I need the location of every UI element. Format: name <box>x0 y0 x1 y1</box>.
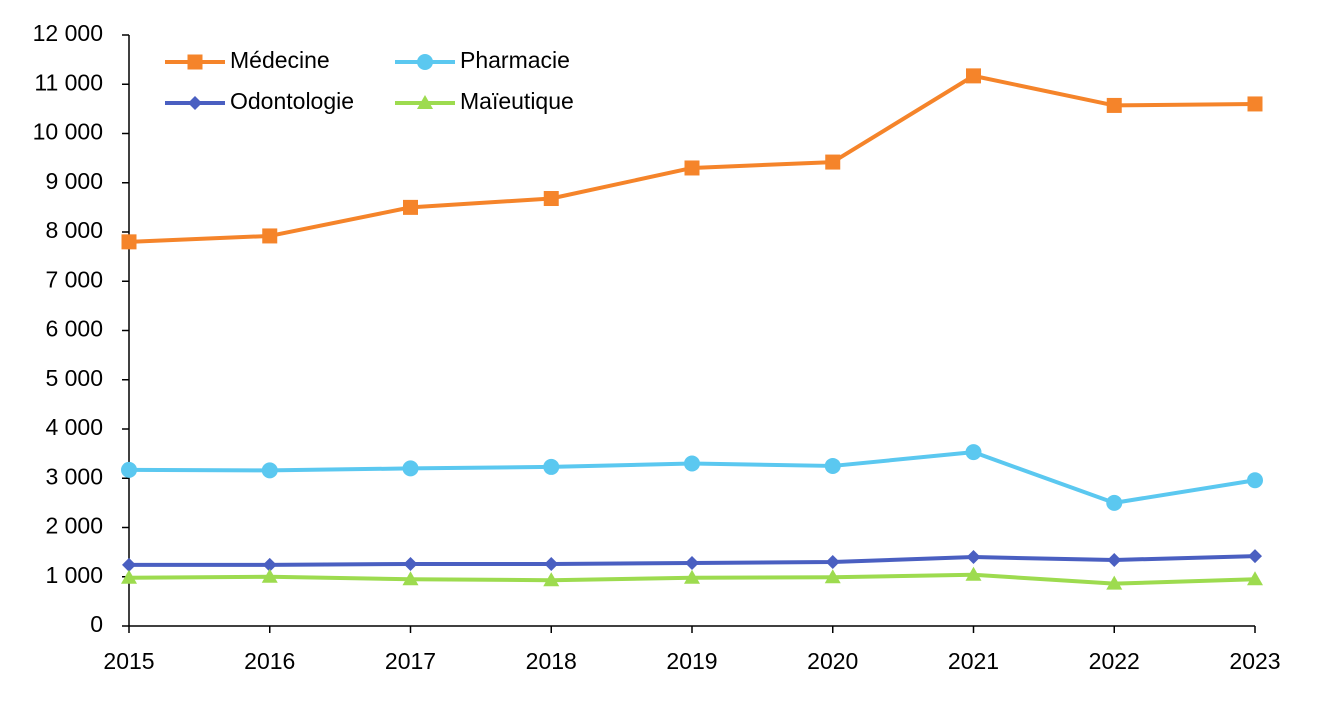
y-tick-label: 0 <box>90 611 103 637</box>
data-point <box>1107 553 1122 568</box>
data-point <box>1247 571 1263 586</box>
data-point <box>403 199 418 215</box>
x-tick-label: 2023 <box>1229 648 1280 674</box>
data-point <box>543 458 560 475</box>
x-tick-label: 2016 <box>244 648 295 674</box>
data-point <box>825 154 841 170</box>
data-point <box>261 462 278 479</box>
data-point <box>824 457 841 474</box>
data-point <box>966 68 981 84</box>
data-point <box>1106 575 1123 590</box>
legend-label: Pharmacie <box>460 47 570 73</box>
data-point <box>1248 549 1262 564</box>
data-point <box>543 191 559 207</box>
data-point <box>965 566 982 581</box>
data-point <box>1106 494 1123 511</box>
y-tick-label: 2 000 <box>45 513 103 539</box>
legend-marker <box>187 54 203 70</box>
y-tick-label: 1 000 <box>45 562 103 588</box>
data-point <box>403 556 418 571</box>
data-point <box>685 555 699 570</box>
x-tick-label: 2017 <box>385 648 436 674</box>
y-tick-label: 9 000 <box>45 168 103 194</box>
y-tick-label: 8 000 <box>45 217 103 243</box>
y-tick-label: 7 000 <box>45 266 103 292</box>
x-tick-label: 2022 <box>1089 648 1140 674</box>
legend-label: Odontologie <box>230 88 354 114</box>
data-point <box>1106 97 1122 113</box>
data-point <box>966 550 981 565</box>
data-point <box>261 568 278 583</box>
y-tick-label: 5 000 <box>45 365 103 391</box>
legend-marker <box>417 95 433 109</box>
y-tick-label: 11 000 <box>34 69 103 95</box>
y-tick-label: 4 000 <box>45 414 103 440</box>
data-point <box>121 461 137 478</box>
data-point <box>684 455 700 472</box>
legend-label: Maïeutique <box>460 88 574 114</box>
data-point <box>402 571 419 586</box>
data-point <box>825 554 840 569</box>
data-point <box>402 460 419 477</box>
data-point <box>262 228 278 244</box>
data-point <box>965 444 982 461</box>
data-point <box>122 557 136 572</box>
data-point <box>1247 472 1263 489</box>
legend-marker <box>188 96 202 110</box>
data-point <box>684 569 700 584</box>
data-point <box>824 569 841 584</box>
data-point <box>684 160 700 176</box>
y-tick-label: 3 000 <box>45 463 103 489</box>
data-point <box>121 234 137 250</box>
x-tick-label: 2021 <box>948 648 999 674</box>
data-point <box>543 572 560 587</box>
x-tick-label: 2019 <box>666 648 717 674</box>
data-point <box>544 556 559 571</box>
y-tick-label: 6 000 <box>45 316 103 342</box>
y-tick-label: 12 000 <box>33 20 103 46</box>
data-point <box>262 557 277 572</box>
legend-label: Médecine <box>230 47 330 73</box>
legend-marker <box>417 54 433 70</box>
data-point <box>1247 96 1263 112</box>
x-tick-label: 2018 <box>526 648 577 674</box>
y-tick-label: 10 000 <box>33 119 103 145</box>
data-point <box>121 569 137 584</box>
x-tick-label: 2020 <box>807 648 858 674</box>
x-tick-label: 2015 <box>103 648 154 674</box>
